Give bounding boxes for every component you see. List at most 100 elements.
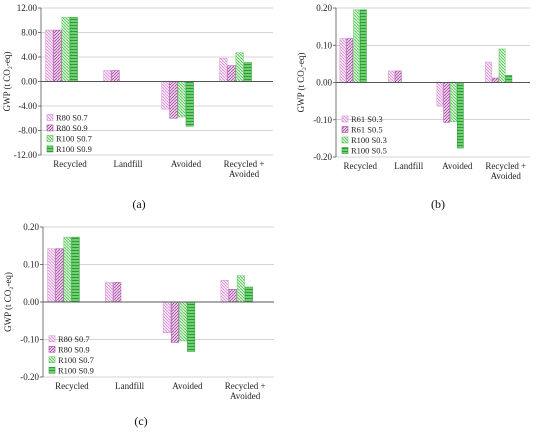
category-label: Avoided (171, 159, 202, 169)
bar-2-landfill (394, 70, 402, 83)
bar-4-avoided (185, 81, 194, 127)
y-tick-label: -0.20 (20, 372, 39, 382)
category-label: Avoided (172, 381, 203, 391)
bar-4-recycled (71, 236, 80, 303)
legend-entry: R100 S0.3 (351, 135, 387, 145)
chart-panel-b: 0.20 0.10 0.00 -0.10 -0.20 Recycled Landfill Av… (296, 3, 530, 211)
bar-3-recycled (63, 236, 72, 303)
legend-swatch (46, 124, 54, 132)
category-label: Recycled (344, 161, 378, 171)
bar-3-recycled- (235, 52, 244, 82)
bar-2-landfill (113, 282, 122, 303)
y-axis-title: GWP (t CO₂-eq) (2, 52, 12, 112)
bar-4-recycled- (244, 286, 253, 303)
y-tick-label: 0.20 (23, 222, 39, 232)
legend-swatch (48, 366, 56, 374)
bar-1-recycled- (485, 61, 492, 83)
bar-1-avoided (161, 81, 170, 110)
bar-3-recycled (353, 9, 360, 83)
legend-entry: R100 S0.9 (56, 144, 92, 154)
bar-1-recycled (339, 38, 347, 83)
legend-swatch (46, 114, 54, 121)
bar-3-recycled (61, 16, 70, 82)
y-tick-label: 8.00 (21, 28, 37, 38)
bar-3-avoided (177, 81, 186, 118)
bar-1-landfill (388, 70, 395, 83)
legend-entry: R80 S0.9 (56, 123, 88, 133)
bar-1-recycled (47, 248, 56, 303)
legend-entry: R61 S0.3 (351, 114, 383, 124)
bar-1-recycled- (219, 57, 228, 82)
bar-1-avoided (162, 301, 171, 333)
bar-3-avoided (450, 82, 457, 122)
category-label: Recycled + (224, 159, 265, 169)
bar-2-recycled- (227, 65, 236, 82)
y-axis-title: GWP (t CO₂-eq) (296, 53, 306, 113)
category-label: Avoided (442, 161, 473, 171)
legend-entry: R100 S0.7 (56, 133, 92, 143)
y-tick-label: 0.10 (23, 260, 39, 270)
bar-2-avoided (170, 301, 179, 343)
category-label: Recycled + (225, 381, 266, 391)
bar-2-recycled (55, 248, 64, 303)
legend-swatch (341, 147, 349, 154)
category-label: Avoided (229, 169, 260, 179)
y-tick-label: -8.00 (18, 126, 37, 136)
category-label: Recycled (53, 159, 87, 169)
legend-swatch (48, 345, 56, 353)
bar-2-recycled (346, 38, 354, 83)
panel-label: (a) (132, 197, 145, 211)
legend-swatch (341, 115, 349, 123)
bar-4-recycled (360, 9, 367, 83)
chart-panel-c: 0.20 0.10 0.00 -0.10 -0.20 Recycled Landfill Av… (3, 222, 274, 428)
legend-swatch (46, 135, 54, 142)
bar-3-recycled- (236, 275, 245, 303)
legend-swatch (341, 126, 349, 133)
category-label: Recycled + (485, 161, 526, 171)
bar-1-recycled (45, 29, 54, 82)
legend-entry: R100 S0.5 (351, 145, 387, 155)
legend-entry: R80 S0.7 (56, 112, 88, 122)
y-tick-label: -0.10 (20, 335, 39, 345)
legend-entry: R80 S0.9 (58, 344, 90, 354)
legend-swatch (48, 335, 56, 343)
category-label: Avoided (491, 171, 522, 181)
y-tick-label: 4.00 (21, 52, 37, 62)
y-tick-label: -4.00 (18, 101, 37, 111)
bar-4-avoided (457, 82, 464, 149)
bar-2-recycled- (491, 77, 499, 83)
category-label: Landfill (115, 381, 144, 391)
legend-entry: R100 S0.9 (58, 365, 94, 375)
y-tick-label: -0.20 (313, 152, 332, 162)
y-tick-label: 0.00 (21, 77, 37, 87)
legend-swatch (46, 145, 54, 153)
y-tick-label: 0.10 (316, 40, 332, 50)
bar-2-landfill (111, 70, 120, 82)
bar-3-avoided (179, 301, 188, 342)
bar-1-avoided (436, 82, 444, 107)
bar-2-recycled- (228, 289, 237, 303)
legend-entry: R80 S0.7 (58, 334, 90, 344)
legend-swatch (48, 356, 56, 364)
bar-1-landfill (105, 282, 114, 303)
y-tick-label: -0.10 (313, 115, 332, 125)
bar-3-recycled- (498, 48, 506, 83)
bar-1-landfill (103, 70, 112, 82)
legend-swatch (341, 136, 349, 144)
bar-2-recycled (53, 29, 62, 82)
category-label: Avoided (230, 391, 261, 401)
bar-2-avoided (169, 81, 178, 119)
bar-2-avoided (443, 82, 451, 123)
category-label: Recycled (55, 381, 89, 391)
y-tick-label: 0.00 (23, 297, 39, 307)
y-tick-label: 12.00 (17, 3, 38, 13)
bar-4-avoided (187, 301, 196, 352)
y-axis-title: GWP (t CO₂-eq) (3, 272, 13, 332)
legend-entry: R100 S0.7 (58, 355, 94, 365)
legend-entry: R61 S0.5 (351, 124, 383, 134)
y-tick-label: 0.20 (316, 3, 332, 13)
y-tick-label: 0.00 (316, 78, 332, 88)
bar-4-recycled- (243, 62, 252, 82)
bar-4-recycled- (505, 75, 513, 83)
